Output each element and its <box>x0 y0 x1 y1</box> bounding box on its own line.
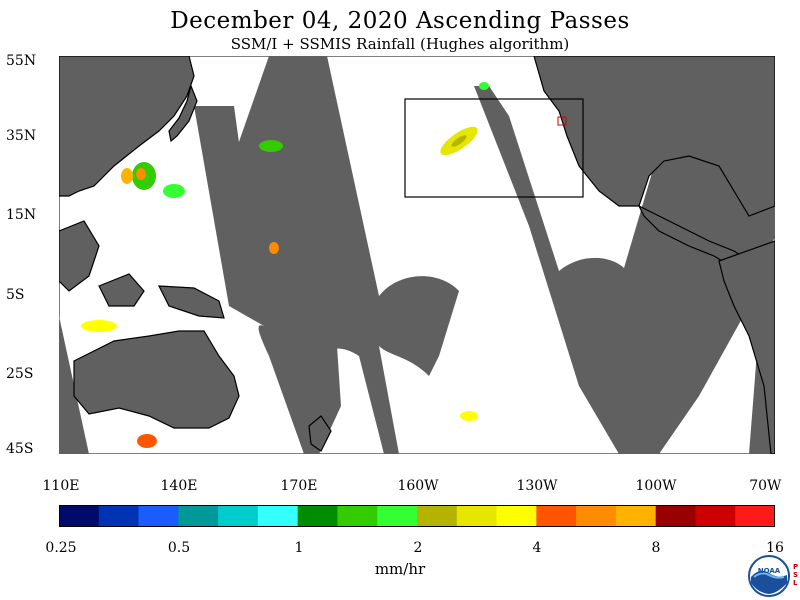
lon-label-160w: 160W <box>397 478 439 494</box>
rain-patch <box>460 411 478 421</box>
colorbar-label-0-25: 0.25 <box>45 540 77 556</box>
rain-patch <box>259 140 283 152</box>
rain-patch <box>137 434 157 448</box>
lon-label-100w: 100W <box>635 478 677 494</box>
colorbar-label-4: 4 <box>532 540 542 556</box>
rain-patch <box>479 82 489 90</box>
rain-patch <box>451 135 467 147</box>
land-japan <box>168 84 198 143</box>
lat-label-55n: 55N <box>6 53 37 69</box>
colorbar-label-2: 2 <box>413 540 423 556</box>
colorbar-swatch <box>297 505 338 527</box>
lat-label-45s: 45S <box>6 441 34 457</box>
colorbar-swatch <box>496 505 537 527</box>
colorbar-swatch <box>615 505 657 527</box>
noaa-logo: NOAA <box>748 555 790 597</box>
colorbar-label-0-5: 0.5 <box>167 540 191 556</box>
colorbar-swatch <box>735 505 775 527</box>
colorbar-label-8: 8 <box>651 540 661 556</box>
lat-label-25s: 25S <box>6 366 34 382</box>
land-north-america <box>533 56 775 217</box>
lat-label-35n: 35N <box>6 128 37 144</box>
swath-gap-2 <box>194 106 341 454</box>
land-new-zealand <box>308 415 332 452</box>
land-asia <box>59 56 195 197</box>
map-subtitle: SSM/I + SSMIS Rainfall (Hughes algorithm… <box>230 35 570 53</box>
lon-label-140e: 140E <box>160 478 198 494</box>
rain-patch <box>163 184 185 198</box>
colorbar-swatch <box>98 505 140 527</box>
colorbar-swatch <box>576 505 617 527</box>
colorbar <box>59 505 775 527</box>
rain-patch <box>121 168 133 184</box>
colorbar-unit: mm/hr <box>374 560 426 578</box>
colorbar-swatch <box>417 505 458 527</box>
land-masses <box>59 56 775 454</box>
lon-label-130w: 130W <box>516 478 558 494</box>
lon-label-70w: 70W <box>749 478 782 494</box>
land-new-guinea <box>158 285 225 319</box>
highlight-box <box>404 98 584 198</box>
rain-patches <box>81 82 489 448</box>
land-south-america <box>718 240 775 454</box>
land-australia <box>73 330 240 429</box>
rainfall-map <box>59 56 775 454</box>
svg-text:NOAA: NOAA <box>758 567 781 575</box>
lon-label-110e: 110E <box>42 478 80 494</box>
lat-label-15n: 15N <box>6 207 37 223</box>
colorbar-swatch <box>695 505 736 527</box>
swath-gap-3 <box>227 56 459 454</box>
small-marker-box <box>557 116 567 126</box>
colorbar-label-16: 16 <box>766 540 784 556</box>
map-title: December 04, 2020 Ascending Passes <box>170 8 630 34</box>
colorbar-swatch <box>138 505 179 527</box>
land-borneo <box>98 273 145 307</box>
colorbar-swatch <box>218 505 259 527</box>
lon-label-170e: 170E <box>280 478 318 494</box>
colorbar-swatch <box>59 505 100 527</box>
rain-patch <box>136 168 146 180</box>
lat-label-5s: 5S <box>6 287 25 303</box>
colorbar-swatch <box>257 505 299 527</box>
rain-patch <box>81 320 117 332</box>
rain-patch <box>269 242 279 254</box>
colorbar-swatch <box>536 505 577 527</box>
colorbar-swatch <box>655 505 696 527</box>
colorbar-swatch <box>337 505 378 527</box>
colorbar-swatch <box>377 505 418 527</box>
colorbar-swatch <box>456 505 498 527</box>
land-indochina <box>59 220 100 292</box>
colorbar-border <box>59 505 775 527</box>
colorbar-swatch <box>178 505 219 527</box>
colorbar-label-1: 1 <box>294 540 304 556</box>
